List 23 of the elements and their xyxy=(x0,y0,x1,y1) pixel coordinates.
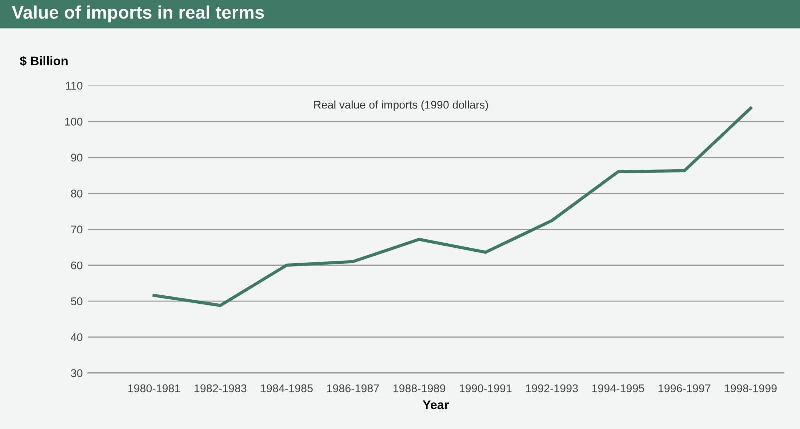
annotation: Real value of imports (1990 dollars) xyxy=(314,100,488,112)
y-tick-label: 60 xyxy=(71,262,83,270)
y-tick-label: 40 xyxy=(71,334,83,342)
x-tick-label: 1996-1997 xyxy=(658,384,711,393)
y-tick-label: 110 xyxy=(66,82,83,90)
y-tick-label: 50 xyxy=(71,298,83,306)
y-tick-label: 70 xyxy=(71,226,83,234)
chart-title: Value of imports in real terms xyxy=(12,6,264,23)
x-tick-label: 1986-1987 xyxy=(327,384,380,393)
x-tick-label: 1980-1981 xyxy=(128,384,180,393)
x-tick-label: 1990-1991 xyxy=(460,384,512,393)
x-tick-label: 1988-1989 xyxy=(394,384,446,393)
x-tick-label: 1982-1983 xyxy=(194,384,247,393)
y-tick-label: 30 xyxy=(71,369,83,378)
y-tick-label: 90 xyxy=(71,154,83,162)
x-tick-label: 1998-1999 xyxy=(725,384,777,393)
x-tick-label: 1984-1985 xyxy=(261,384,313,393)
y-axis-title: $ Billion xyxy=(20,56,68,66)
y-tick-label: 80 xyxy=(71,190,83,198)
x-axis-title: Year xyxy=(423,400,450,410)
y-tick-label: 100 xyxy=(65,118,83,126)
x-tick-label: 1992-1993 xyxy=(526,384,578,393)
x-tick-label: 1994-1995 xyxy=(592,384,644,393)
